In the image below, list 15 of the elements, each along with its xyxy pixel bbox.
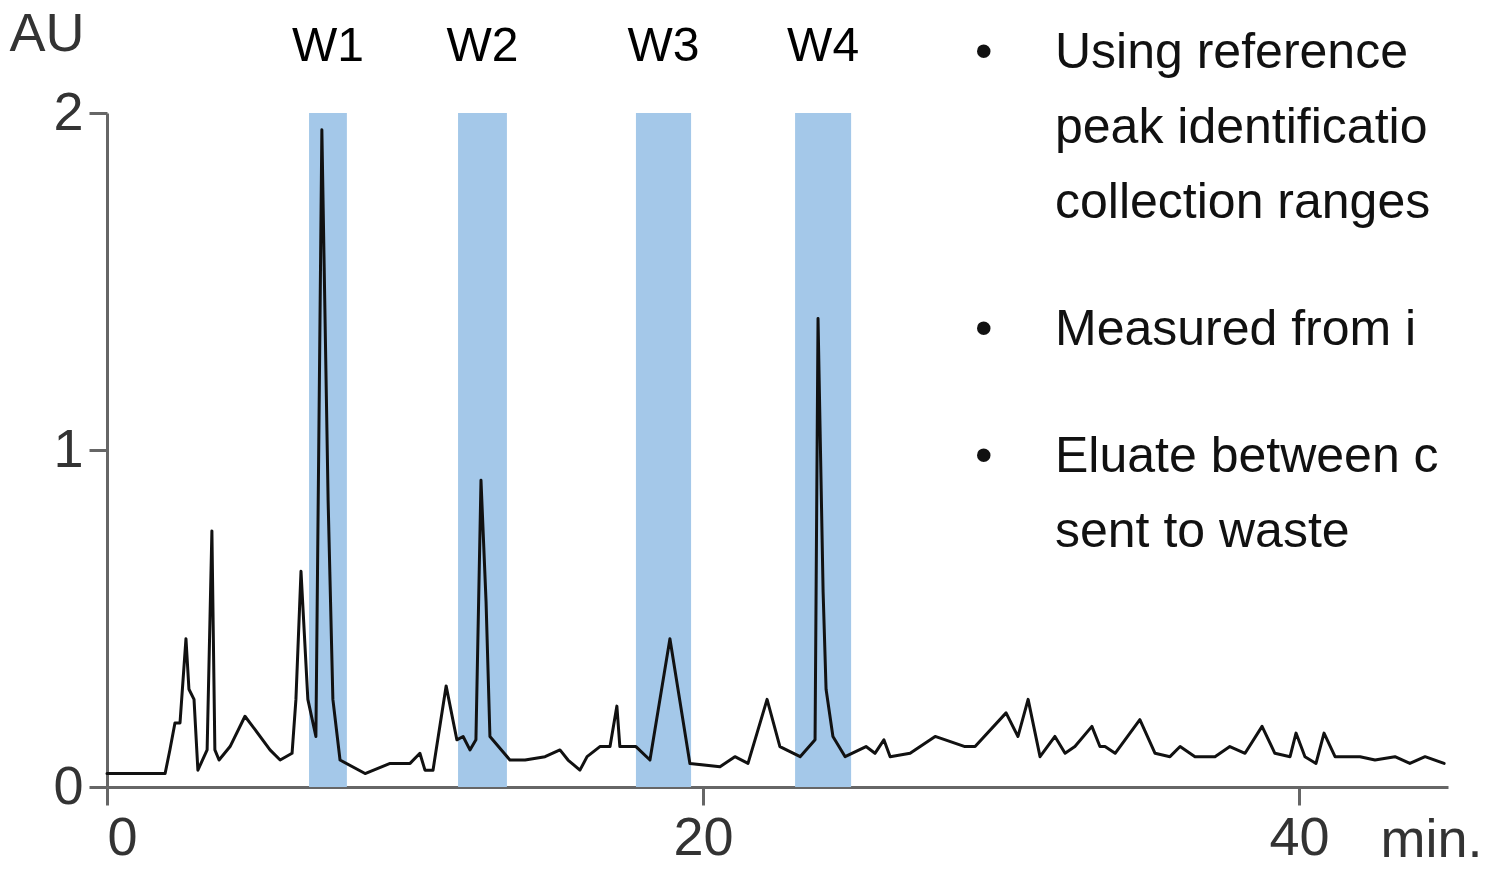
band-label: W4 (787, 18, 860, 71)
y-axis-title: AU (9, 1, 85, 62)
x-tick-label: 40 (1269, 805, 1330, 866)
band-label: W1 (291, 18, 364, 71)
annotation: • Measured from i (975, 299, 1418, 358)
y-tick-label: 0 (53, 754, 84, 815)
band-label: W3 (627, 18, 700, 71)
x-axis-title: min. (1380, 807, 1483, 868)
band-label: W2 (446, 18, 519, 71)
x-tick-label: 0 (107, 805, 138, 866)
y-tick-label: 2 (53, 80, 84, 141)
y-tick-label: 1 (53, 417, 84, 478)
annotation: • Using reference peak identificatio collection ranges (975, 22, 1432, 231)
annotation: • Eluate between c sent to waste (975, 426, 1439, 560)
x-tick-label: 20 (673, 805, 734, 866)
